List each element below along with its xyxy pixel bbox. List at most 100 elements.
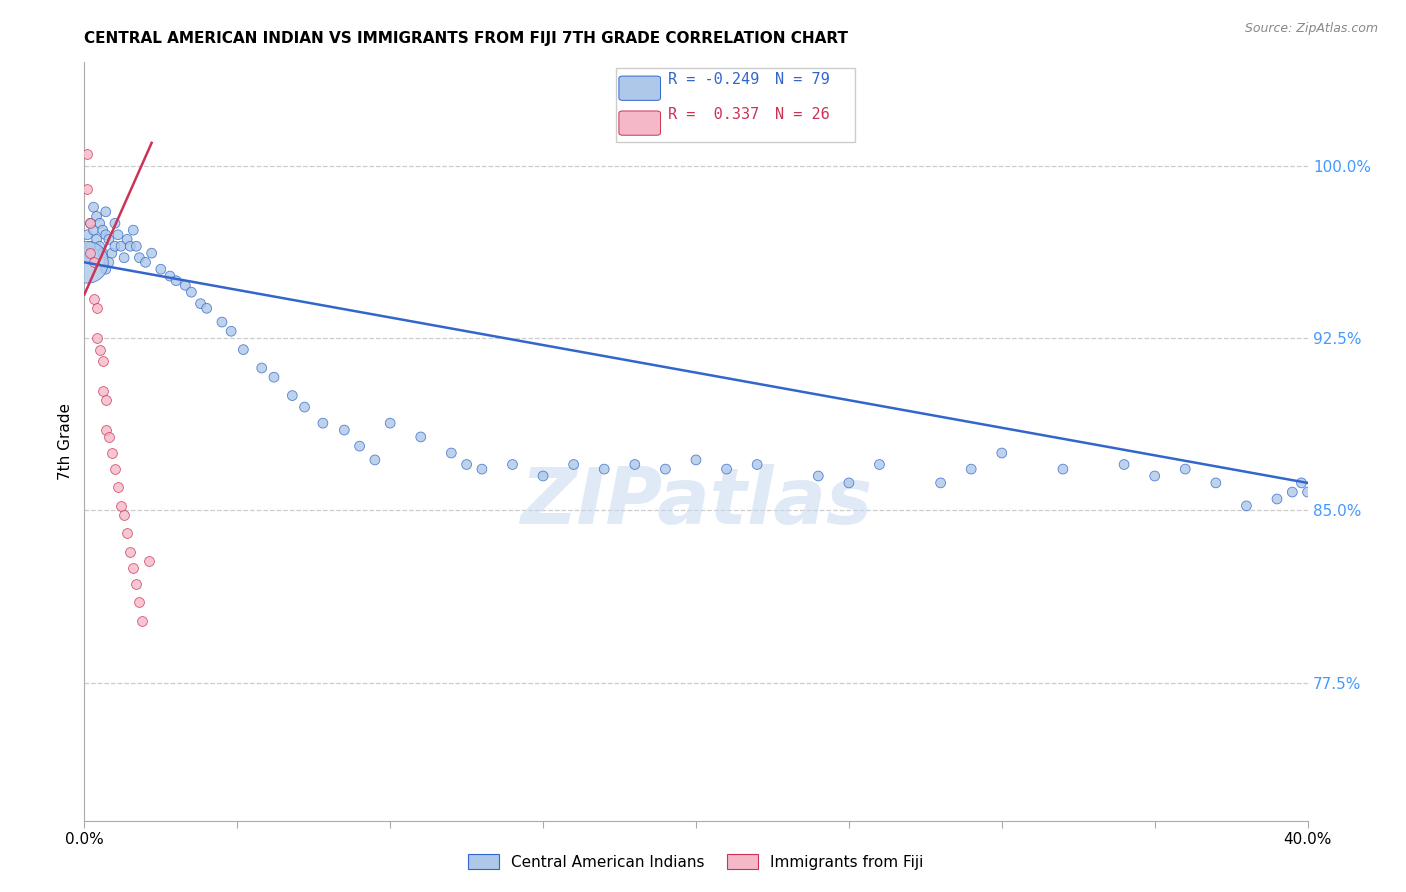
FancyBboxPatch shape xyxy=(619,111,661,136)
Point xyxy=(211,315,233,329)
Point xyxy=(115,232,138,246)
Point xyxy=(79,216,101,230)
Point xyxy=(349,439,371,453)
Point xyxy=(1236,499,1258,513)
Point xyxy=(440,446,463,460)
Point xyxy=(333,423,356,437)
Point xyxy=(232,343,254,357)
Point xyxy=(838,475,860,490)
Point xyxy=(1291,475,1313,490)
Point xyxy=(250,361,273,376)
Point xyxy=(101,446,124,460)
Point xyxy=(190,296,212,310)
Text: R = -0.249: R = -0.249 xyxy=(668,72,759,87)
Point xyxy=(174,278,197,293)
Point xyxy=(107,227,129,242)
Point xyxy=(94,204,117,219)
Point xyxy=(165,274,187,288)
Point xyxy=(94,423,117,437)
Point xyxy=(991,446,1014,460)
Point xyxy=(131,614,153,628)
Point xyxy=(94,262,117,277)
Point xyxy=(83,223,105,237)
Point xyxy=(86,331,108,345)
Point xyxy=(960,462,983,476)
Point xyxy=(685,453,707,467)
Point xyxy=(1265,491,1288,506)
Text: N = 79: N = 79 xyxy=(776,72,830,87)
Point xyxy=(91,246,114,260)
Point xyxy=(219,324,242,338)
Point xyxy=(97,430,120,444)
Point xyxy=(83,255,105,269)
Point xyxy=(1174,462,1197,476)
Point xyxy=(747,458,769,472)
Point xyxy=(1052,462,1074,476)
Point xyxy=(94,393,117,408)
Point xyxy=(141,246,163,260)
Point xyxy=(91,384,114,398)
Point xyxy=(312,416,335,430)
Point xyxy=(409,430,432,444)
Point xyxy=(89,343,111,357)
Point xyxy=(104,462,127,476)
Text: ZIPatlas: ZIPatlas xyxy=(520,464,872,541)
Legend: Central American Indians, Immigrants from Fiji: Central American Indians, Immigrants fro… xyxy=(461,847,931,878)
Point xyxy=(929,475,952,490)
Text: Source: ZipAtlas.com: Source: ZipAtlas.com xyxy=(1244,22,1378,36)
Point xyxy=(869,458,891,472)
FancyBboxPatch shape xyxy=(619,76,661,100)
Point xyxy=(138,554,160,568)
Point xyxy=(1205,475,1227,490)
Point xyxy=(1281,485,1303,500)
Text: N = 26: N = 26 xyxy=(776,107,830,122)
Point xyxy=(104,239,127,253)
Point xyxy=(91,223,114,237)
Text: R =  0.337: R = 0.337 xyxy=(668,107,759,122)
Point xyxy=(89,239,111,253)
Point xyxy=(76,227,98,242)
Point xyxy=(94,227,117,242)
Point xyxy=(122,223,145,237)
Point xyxy=(128,251,150,265)
Point xyxy=(1114,458,1136,472)
Point xyxy=(807,469,830,483)
Point xyxy=(120,239,142,253)
Point xyxy=(562,458,585,472)
Point xyxy=(79,246,101,260)
Point xyxy=(115,526,138,541)
FancyBboxPatch shape xyxy=(616,68,855,142)
Point xyxy=(83,200,105,214)
Point xyxy=(97,232,120,246)
Point xyxy=(110,499,132,513)
Point xyxy=(97,255,120,269)
Point xyxy=(89,216,111,230)
Point xyxy=(281,388,304,402)
Point xyxy=(125,239,148,253)
Point xyxy=(107,481,129,495)
Point xyxy=(110,239,132,253)
Point xyxy=(654,462,676,476)
Point xyxy=(79,216,101,230)
Point xyxy=(159,269,181,284)
Text: CENTRAL AMERICAN INDIAN VS IMMIGRANTS FROM FIJI 7TH GRADE CORRELATION CHART: CENTRAL AMERICAN INDIAN VS IMMIGRANTS FR… xyxy=(84,31,848,46)
Point xyxy=(180,285,202,300)
Point xyxy=(1296,485,1319,500)
Point xyxy=(122,561,145,575)
Point xyxy=(86,210,108,224)
Point xyxy=(195,301,218,316)
Point xyxy=(104,216,127,230)
Point xyxy=(135,255,157,269)
Point xyxy=(112,251,135,265)
Point xyxy=(79,239,101,253)
Point xyxy=(456,458,478,472)
Point xyxy=(624,458,647,472)
Point xyxy=(471,462,494,476)
Point xyxy=(76,147,98,161)
Point xyxy=(101,246,124,260)
Point xyxy=(76,182,98,196)
Point xyxy=(112,508,135,522)
Point xyxy=(1143,469,1166,483)
Point xyxy=(502,458,524,472)
Point xyxy=(531,469,554,483)
